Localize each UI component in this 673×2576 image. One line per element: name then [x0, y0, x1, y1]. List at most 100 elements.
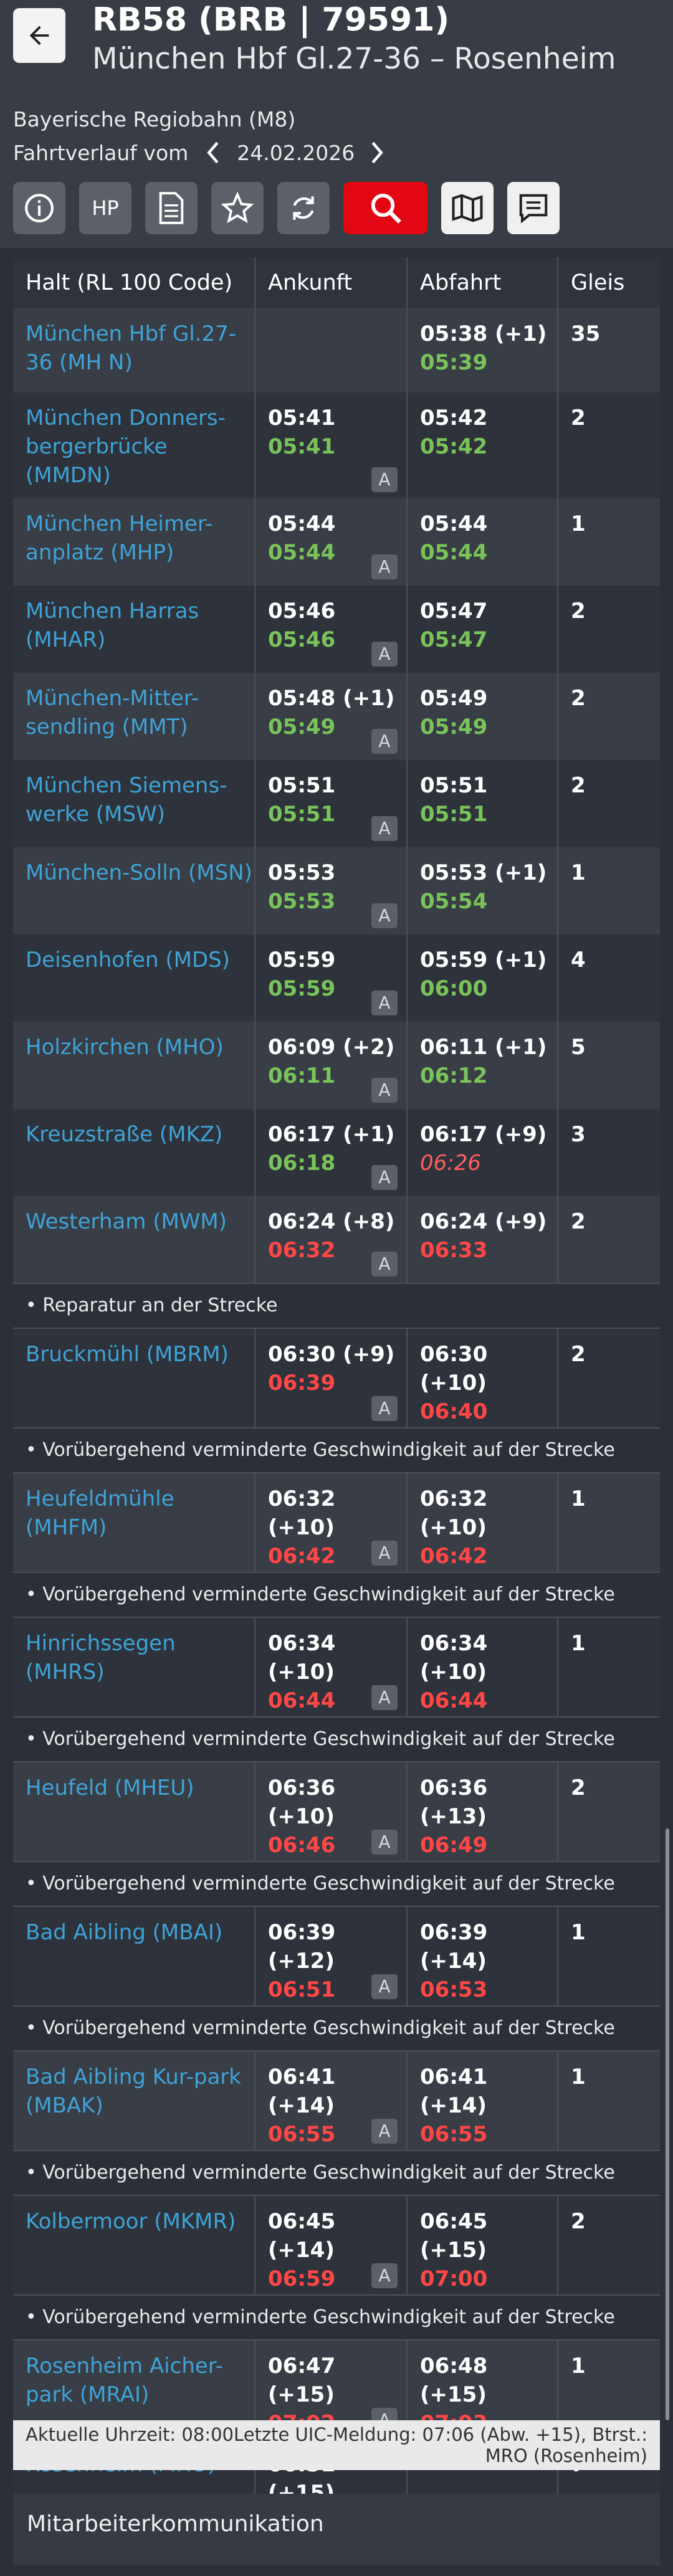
next-date-button[interactable]	[363, 141, 391, 164]
departure-actual: 06:40	[420, 1399, 488, 1424]
stop-name-link[interactable]: München Hbf Gl.27-36 (MH N)	[26, 321, 237, 375]
notice-text: • Vorübergehend verminderte Geschwindigk…	[13, 1427, 660, 1473]
status-badge: A	[371, 1685, 398, 1710]
platform-cell: 2	[558, 2195, 660, 2295]
stop-name-link[interactable]: Kreuzstraße (MKZ)	[26, 1122, 223, 1147]
stop-name-link[interactable]: Holzkirchen (MHO)	[26, 1035, 224, 1060]
stop-cell: Kolbermoor (MKMR)	[13, 2195, 255, 2295]
table-row: München Siemens-werke (MSW) 05:51 05:51 A 05…	[13, 760, 660, 847]
arrival-planned: 06:47 (+15)	[268, 2354, 336, 2407]
page-title: RB58 (BRB | 79591)	[92, 1, 450, 39]
staff-communication-section[interactable]: Mitarbeiterkommunikation	[13, 2494, 660, 2565]
stop-name-link[interactable]: Rosenheim Aicher-park (MRAI)	[26, 2354, 223, 2407]
platform-cell: 1	[558, 847, 660, 934]
stop-name-link[interactable]: München Donners-bergerbrücke (MMDN)	[26, 406, 226, 488]
stop-name-link[interactable]: München-Mitter-sendling (MMT)	[26, 686, 199, 739]
stop-name-link[interactable]: Bruckmühl (MBRM)	[26, 1342, 229, 1367]
stop-cell: München-Solln (MSN)	[13, 847, 255, 934]
departure-cell: 06:32 (+10) 06:42	[407, 1473, 558, 1572]
arrival-actual: 05:51	[268, 802, 336, 827]
arrival-planned: 06:41 (+14)	[268, 2065, 336, 2118]
platform-cell: 35	[558, 308, 660, 392]
stop-cell: Hinrichssegen (MHRS)	[13, 1617, 255, 1717]
arrival-cell: 06:32 (+10) 06:42 A	[255, 1473, 408, 1572]
info-button[interactable]	[13, 182, 65, 234]
arrival-actual: 05:49	[268, 715, 336, 739]
date-label: Fahrtverlauf vom	[13, 140, 189, 165]
departure-actual: 05:49	[420, 715, 488, 739]
stop-cell: München Hbf Gl.27-36 (MH N)	[13, 308, 255, 392]
stop-name-link[interactable]: München Harras (MHAR)	[26, 599, 199, 652]
stop-name-link[interactable]: Westerham (MWM)	[26, 1209, 227, 1234]
stop-name-link[interactable]: Deisenhofen (MDS)	[26, 948, 230, 972]
arrival-actual: 05:59	[268, 976, 336, 1001]
stop-name-link[interactable]: Kolbermoor (MKMR)	[26, 2209, 236, 2234]
stop-cell: Heufeldmühle (MHFM)	[13, 1473, 255, 1572]
departure-actual: 06:44	[420, 1688, 488, 1713]
departure-cell: 06:45 (+15) 07:00	[407, 2195, 558, 2295]
stop-name-link[interactable]: Bad Aibling (MBAI)	[26, 1920, 223, 1945]
departure-planned: 05:49	[420, 686, 488, 711]
table-row: München Hbf Gl.27-36 (MH N) 05:38 (+1) 05:…	[13, 308, 660, 392]
stop-cell: München Harras (MHAR)	[13, 586, 255, 673]
platform-cell: 4	[558, 934, 660, 1022]
stop-name-link[interactable]: Heufeldmühle (MHFM)	[26, 1486, 174, 1540]
notice-row: • Reparatur an der Strecke	[13, 1283, 660, 1329]
departure-actual: 06:55	[420, 2122, 488, 2147]
hp-button[interactable]: HP	[79, 182, 131, 234]
platform-cell: 1	[558, 2051, 660, 2151]
notice-text: • Reparatur an der Strecke	[13, 1283, 660, 1329]
arrival-actual: 05:41	[268, 434, 336, 459]
stop-cell: München-Mitter-sendling (MMT)	[13, 673, 255, 760]
arrival-actual: 06:11	[268, 1063, 336, 1088]
stop-name-link[interactable]: Hinrichssegen (MHRS)	[26, 1631, 176, 1685]
status-badge: A	[371, 1252, 398, 1276]
table-row: München Heimer-anplatz (MHP) 05:44 05:44 A 0…	[13, 498, 660, 586]
departure-planned: 05:53 (+1)	[420, 860, 547, 885]
stop-name-link[interactable]: Heufeld (MHEU)	[26, 1775, 194, 1800]
arrival-actual: 06:59	[268, 2266, 336, 2291]
table-row: Bad Aibling Kur-park (MBAK) 06:41 (+14) 06…	[13, 2051, 660, 2151]
departure-actual: 06:33	[420, 1238, 488, 1263]
table-row: Heufeldmühle (MHFM) 06:32 (+10) 06:42 A 06:3…	[13, 1473, 660, 1572]
stop-name-link[interactable]: München Heimer-anplatz (MHP)	[26, 511, 212, 565]
map-button[interactable]	[441, 182, 494, 234]
prev-date-button[interactable]	[199, 141, 227, 164]
refresh-button[interactable]	[277, 182, 330, 234]
departure-cell: 06:17 (+9) 06:26	[407, 1109, 558, 1196]
stop-name-link[interactable]: Bad Aibling Kur-park (MBAK)	[26, 2065, 241, 2118]
notice-row: • Vorübergehend verminderte Geschwindigk…	[13, 2005, 660, 2051]
arrival-planned: 06:30 (+9)	[268, 1342, 395, 1367]
table-row: Bruckmühl (MBRM) 06:30 (+9) 06:39 A 06:30 (+…	[13, 1328, 660, 1428]
arrival-planned: 05:51	[268, 773, 336, 798]
departure-planned: 06:36 (+13)	[420, 1775, 488, 1829]
table-row: München Donners-bergerbrücke (MMDN) 05:41…	[13, 392, 660, 498]
stops-table: Halt (RL 100 Code) Ankunft Abfahrt Gleis…	[13, 257, 660, 2537]
arrival-cell: 06:39 (+12) 06:51 A	[255, 1906, 408, 2006]
arrival-cell: 06:30 (+9) 06:39 A	[255, 1328, 408, 1428]
arrival-planned: 05:46	[268, 599, 336, 624]
departure-planned: 05:59 (+1)	[420, 948, 547, 972]
table-row: Kolbermoor (MKMR) 06:45 (+14) 06:59 A 06:45 …	[13, 2195, 660, 2295]
notice-text: • Vorübergehend verminderte Geschwindigk…	[13, 1572, 660, 1618]
scrollbar[interactable]	[666, 1828, 669, 2420]
departure-cell: 05:38 (+1) 05:39	[407, 308, 558, 392]
toolbar: HP	[13, 182, 573, 234]
stop-name-link[interactable]: München-Solln (MSN)	[26, 860, 252, 885]
status-badge: A	[371, 2119, 398, 2144]
notice-row: • Vorübergehend verminderte Geschwindigk…	[13, 1572, 660, 1618]
stop-cell: Bad Aibling Kur-park (MBAK)	[13, 2051, 255, 2151]
stop-name-link[interactable]: München Siemens-werke (MSW)	[26, 773, 227, 827]
arrival-cell: 05:46 05:46 A	[255, 586, 408, 673]
document-button[interactable]	[145, 182, 198, 234]
arrival-planned: 06:09 (+2)	[268, 1035, 395, 1060]
stop-cell: Heufeld (MHEU)	[13, 1762, 255, 1861]
arrival-planned: 06:24 (+8)	[268, 1209, 395, 1234]
map-icon	[452, 194, 483, 222]
stops-body: München Hbf Gl.27-36 (MH N) 05:38 (+1) 05:…	[13, 308, 660, 2537]
status-badge: A	[371, 1078, 398, 1103]
favorite-button[interactable]	[211, 182, 264, 234]
message-button[interactable]	[507, 182, 560, 234]
search-button[interactable]	[343, 182, 427, 234]
back-button[interactable]	[13, 8, 65, 63]
